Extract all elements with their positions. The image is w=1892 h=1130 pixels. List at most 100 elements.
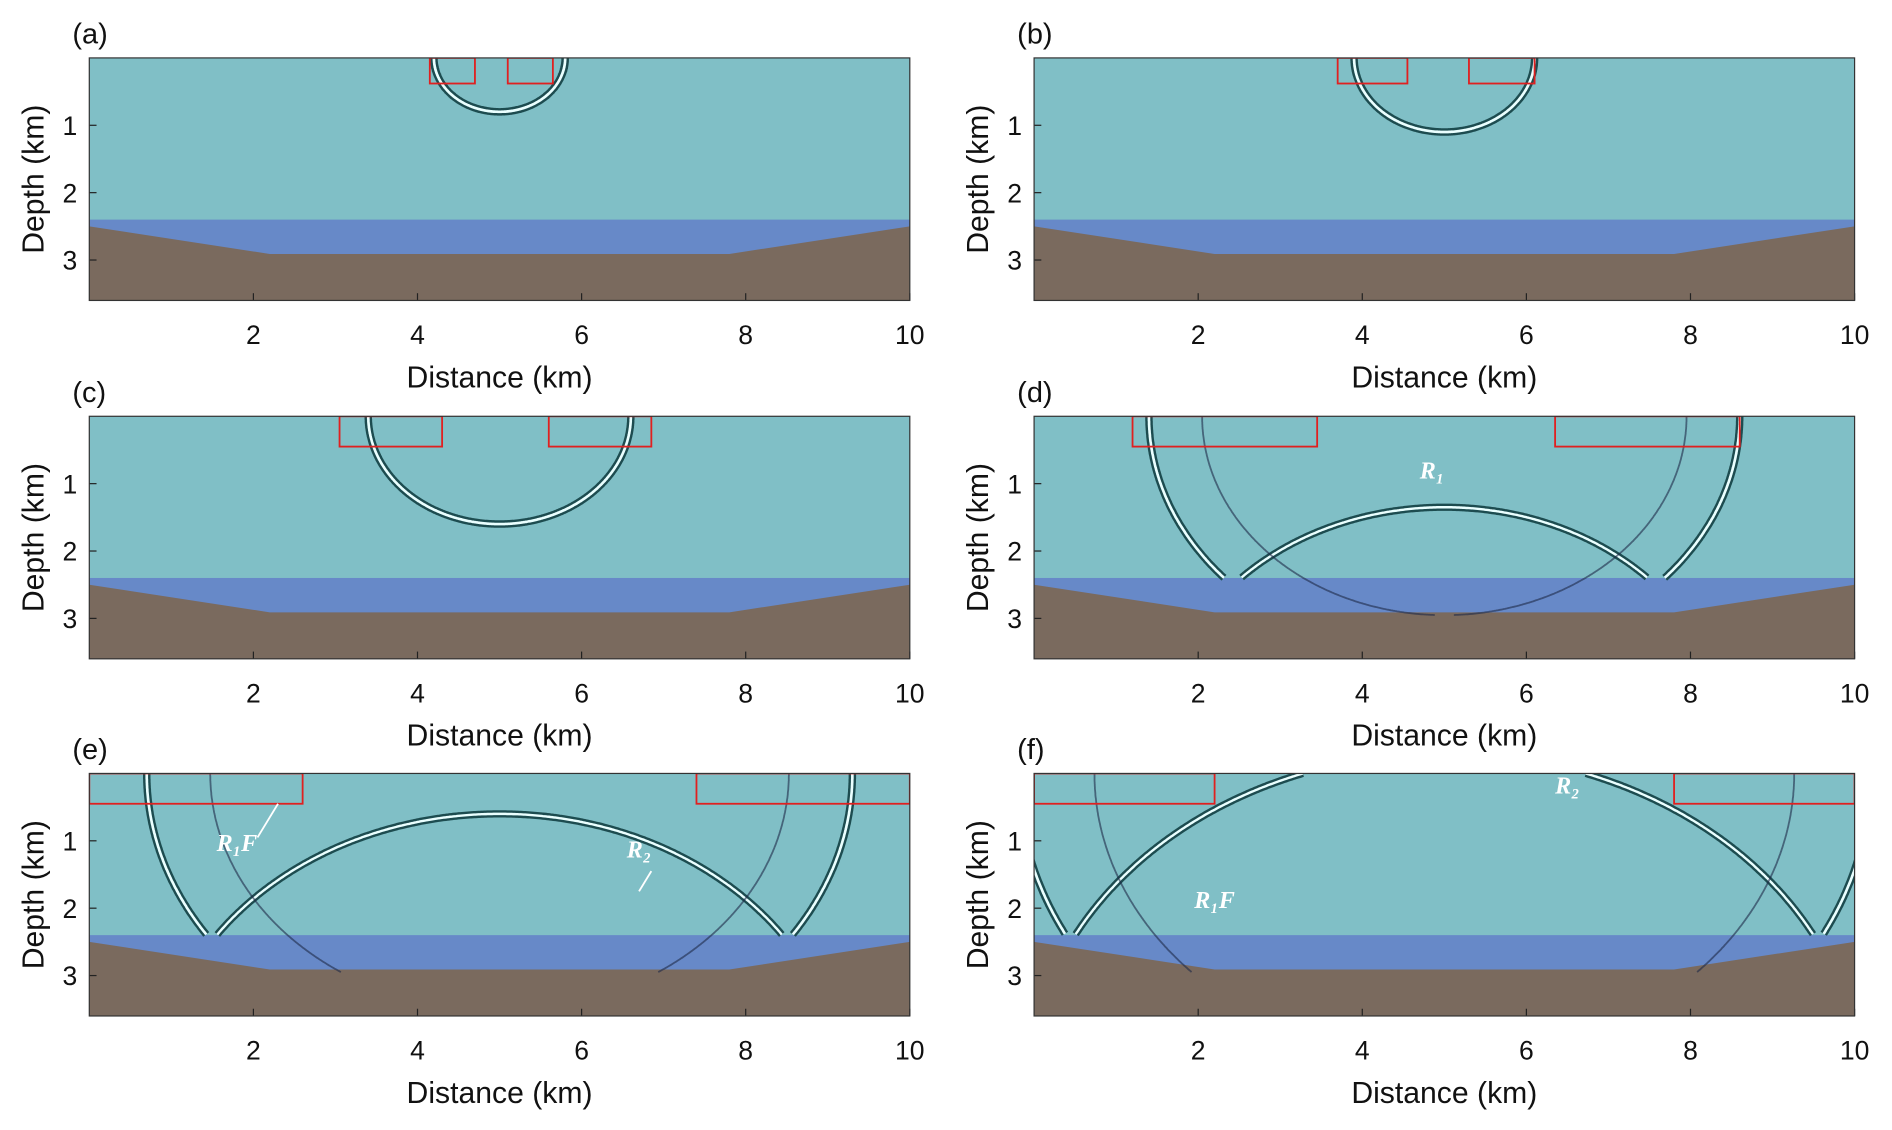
y-tick-label: 3 — [1007, 246, 1022, 276]
annotation: R₂ — [1554, 773, 1580, 800]
y-axis-label: Depth (km) — [962, 820, 995, 969]
x-tick-label: 4 — [1355, 678, 1370, 708]
transmitted — [1201, 416, 1688, 616]
arrow — [256, 803, 279, 838]
x-tick-label: 2 — [1191, 1035, 1206, 1065]
y-axis-label: Depth (km) — [17, 463, 50, 612]
annotation: R₂ — [626, 837, 652, 864]
panel — [1034, 773, 1855, 1016]
x-tick-label: 4 — [410, 678, 425, 708]
axes-frame — [1033, 772, 1856, 1017]
receiver-box — [338, 416, 444, 448]
x-tick-label: 2 — [246, 1035, 261, 1065]
receiver-box — [695, 773, 910, 805]
wavefront — [1240, 506, 1648, 579]
y-tick-label: 2 — [62, 894, 77, 924]
panel — [1034, 57, 1855, 301]
y-tick-label: 3 — [62, 246, 77, 276]
wavefront — [366, 416, 633, 526]
y-tick-label: 2 — [1007, 178, 1022, 208]
basement — [89, 226, 910, 301]
x-tick-label: 10 — [895, 320, 925, 350]
receiver-box — [547, 416, 653, 448]
basement — [89, 584, 910, 659]
x-tick-label: 2 — [1191, 678, 1206, 708]
x-tick-label: 8 — [1683, 1035, 1698, 1065]
x-axis-label: Distance (km) — [1351, 1077, 1537, 1110]
x-tick-label: 6 — [1519, 1035, 1534, 1065]
y-axis-label: Depth (km) — [962, 463, 995, 612]
receiver-box — [1336, 57, 1409, 85]
x-tick-label: 2 — [246, 678, 261, 708]
wavefront — [145, 773, 854, 936]
receiver-box — [1131, 416, 1319, 448]
x-tick-label: 8 — [1683, 678, 1698, 708]
x-tick-label: 6 — [574, 678, 589, 708]
panel-label: (c) — [72, 377, 106, 409]
transmitted — [1093, 773, 1796, 973]
x-tick-label: 8 — [1683, 320, 1698, 350]
y-tick-label: 1 — [62, 826, 77, 856]
y-tick-label: 1 — [1007, 826, 1022, 856]
x-tick-label: 6 — [574, 1035, 589, 1065]
x-tick-label: 8 — [738, 1035, 753, 1065]
x-tick-label: 10 — [1840, 320, 1870, 350]
wavefront — [1352, 57, 1536, 134]
x-axis-label: Distance (km) — [407, 1077, 593, 1110]
x-tick-label: 10 — [895, 678, 925, 708]
transmitted — [209, 773, 790, 973]
x-tick-label: 4 — [410, 320, 425, 350]
x-tick-label: 10 — [1840, 678, 1870, 708]
y-tick-label: 1 — [62, 111, 77, 141]
basement — [1034, 226, 1855, 301]
x-tick-label: 6 — [1519, 320, 1534, 350]
y-tick-label: 2 — [62, 537, 77, 567]
panel — [89, 416, 910, 659]
receiver-box — [1554, 416, 1741, 448]
y-tick-label: 3 — [1007, 961, 1022, 991]
panel — [1034, 416, 1855, 659]
x-axis-label: Distance (km) — [1351, 361, 1537, 394]
y-axis-label: Depth (km) — [17, 105, 50, 254]
wavefront — [1147, 416, 1742, 579]
x-tick-label: 4 — [1355, 320, 1370, 350]
axes-frame — [1033, 415, 1856, 660]
panel-label: (d) — [1017, 377, 1052, 409]
y-tick-label: 2 — [62, 178, 77, 208]
basement — [1034, 584, 1855, 659]
receiver-box — [1468, 57, 1536, 85]
x-tick-label: 6 — [1519, 678, 1534, 708]
annotation: R₁F — [1193, 887, 1235, 914]
receiver-box — [89, 773, 304, 805]
x-tick-label: 8 — [738, 678, 753, 708]
x-tick-label: 4 — [410, 1035, 425, 1065]
arrow — [638, 870, 653, 892]
wavefront — [1074, 773, 1814, 935]
x-tick-label: 4 — [1355, 1035, 1370, 1065]
panel — [89, 773, 910, 1016]
axes-frame — [88, 772, 911, 1017]
y-tick-label: 2 — [1007, 537, 1022, 567]
basement — [1034, 941, 1855, 1016]
x-tick-label: 2 — [246, 320, 261, 350]
y-tick-label: 2 — [1007, 894, 1022, 924]
y-axis-label: Depth (km) — [962, 105, 995, 254]
y-tick-label: 1 — [1007, 469, 1022, 499]
panel-label: (e) — [72, 734, 107, 766]
panel-label: (b) — [1017, 18, 1052, 50]
axes-frame — [88, 415, 911, 660]
x-axis-label: Distance (km) — [407, 720, 593, 753]
axes-frame — [88, 57, 911, 302]
wavefront — [216, 812, 783, 936]
annotation: R₁ — [1419, 457, 1445, 484]
panel-label: (a) — [72, 18, 107, 50]
x-axis-label: Distance (km) — [1351, 720, 1537, 753]
panel-label: (f) — [1017, 734, 1044, 766]
panel — [89, 57, 910, 301]
y-tick-label: 1 — [1007, 111, 1022, 141]
x-tick-label: 10 — [895, 1035, 925, 1065]
basement — [89, 941, 910, 1016]
x-axis-label: Distance (km) — [407, 361, 593, 394]
receiver-box — [506, 57, 554, 85]
